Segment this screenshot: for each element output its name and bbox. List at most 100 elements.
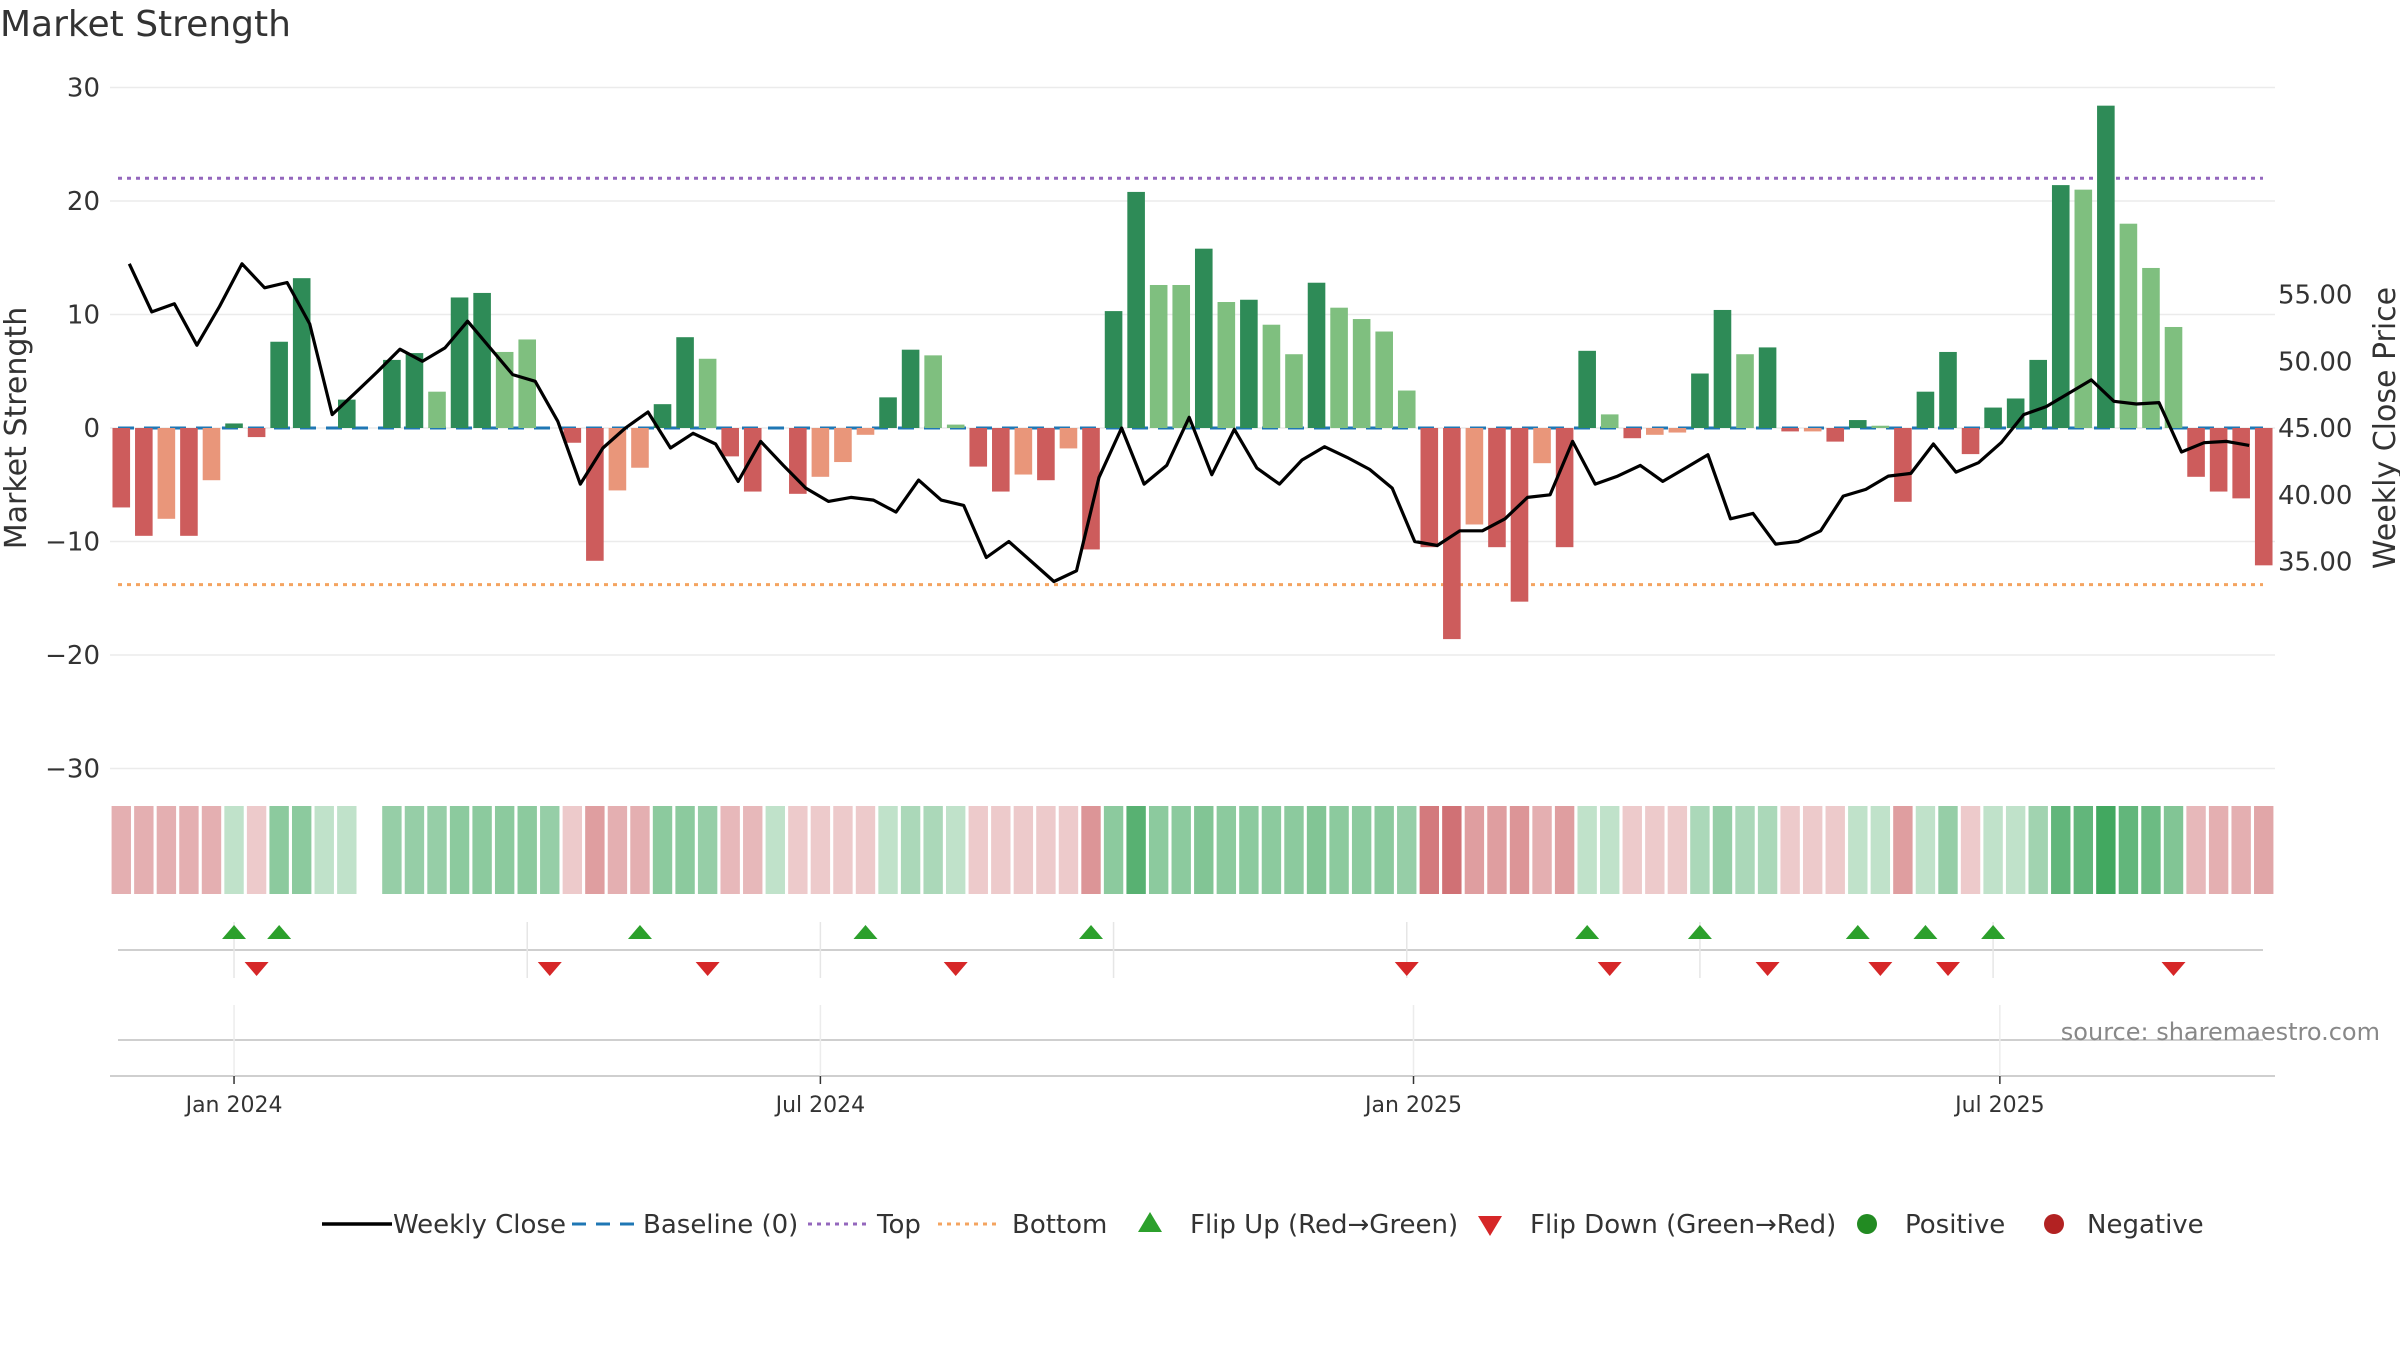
strip-cell	[1397, 806, 1417, 894]
y-tick-label: 10	[67, 301, 100, 331]
strip-cell	[1329, 806, 1349, 894]
x-tick-label: Jul 2025	[1953, 1093, 2045, 1118]
strength-bar	[1781, 428, 1799, 432]
strip-cell	[134, 806, 154, 894]
strength-bar	[608, 428, 627, 491]
strip-cell	[1848, 806, 1868, 894]
strength-bar	[1014, 428, 1033, 475]
strength-bars-layer	[112, 105, 2273, 640]
strip-cell	[156, 806, 177, 894]
strength-bar	[1668, 428, 1687, 433]
y2-axis-label: Weekly Close Price	[2368, 287, 2400, 569]
strength-bar	[1691, 373, 1709, 428]
strip-cell	[652, 806, 673, 894]
strip-cell	[2141, 806, 2161, 894]
strip-cell	[1419, 806, 1439, 894]
strength-bar	[811, 428, 830, 477]
strip-cell	[1532, 806, 1552, 894]
legend-label: Flip Up (Red→Green)	[1190, 1210, 1458, 1240]
flip-up-marker	[627, 925, 652, 939]
strip-cell	[991, 806, 1011, 894]
strength-bar	[1397, 390, 1416, 428]
strength-bar	[1194, 248, 1213, 428]
flip-down-marker	[1868, 962, 1893, 976]
strip-cell	[2231, 806, 2251, 894]
legend-label: Baseline (0)	[643, 1210, 798, 1240]
strength-bar	[1894, 428, 1912, 502]
strength-bar	[1984, 407, 2002, 428]
flip-down-marker	[695, 962, 720, 976]
strength-bar	[1826, 428, 1845, 442]
strip-cell	[1600, 806, 1620, 894]
strip-cell	[1509, 806, 1530, 894]
strength-bar	[1420, 428, 1439, 548]
strength-bar	[1307, 282, 1326, 428]
strip-cell	[1577, 806, 1597, 894]
strip-cell	[2073, 806, 2094, 894]
strength-bar	[1916, 391, 1935, 428]
strip-cell	[2186, 806, 2206, 894]
strength-bar	[338, 399, 356, 428]
strip-cell	[269, 806, 289, 894]
strip-cell	[1351, 806, 1372, 894]
legend-label: Positive	[1905, 1210, 2005, 1240]
strip-cell	[1442, 806, 1462, 894]
strength-bar	[1127, 191, 1145, 428]
strip-cell	[878, 806, 898, 894]
strip-cell	[1261, 806, 1282, 894]
strength-bar	[1149, 284, 1168, 428]
strip-cell	[810, 806, 831, 894]
strip-cell	[1194, 806, 1214, 894]
strength-bar	[1939, 351, 1957, 428]
flip-down-marker	[1597, 962, 1622, 976]
strip-cell	[494, 806, 515, 894]
flip-up-marker	[222, 925, 247, 939]
legend: Weekly Close Baseline (0) Top Bottom Flip Up…	[322, 1210, 2204, 1240]
strength-bar	[1104, 311, 1123, 428]
strip-cell	[201, 806, 222, 894]
strip-cell	[382, 806, 402, 894]
legend-label: Weekly Close	[393, 1210, 566, 1240]
strip-cell	[1983, 806, 2003, 894]
y2-tick-label: 45.00	[2278, 414, 2352, 444]
strength-bar	[1961, 428, 1980, 455]
legend-label: Bottom	[1012, 1210, 1107, 1240]
strip-cell	[449, 806, 470, 894]
strip-cell	[630, 806, 650, 894]
strength-bar	[518, 339, 537, 428]
strength-bar	[1443, 428, 1461, 640]
strength-bar	[2051, 185, 2070, 428]
y2-tick-label: 35.00	[2278, 548, 2352, 578]
strip-cell	[1712, 806, 1733, 894]
chart-title: Market Strength	[0, 4, 291, 45]
x-tick-label: Jan 2024	[184, 1093, 283, 1118]
y2-tick-label: 40.00	[2278, 481, 2352, 511]
strength-bar	[2187, 428, 2205, 477]
strip-cell	[1915, 806, 1936, 894]
strength-bar	[901, 349, 920, 428]
strip-cell	[1081, 806, 1101, 894]
strength-bar	[1240, 299, 1258, 428]
flip-down-marker	[1394, 962, 1419, 976]
strip-cell	[2208, 806, 2229, 894]
strip-cell	[1148, 806, 1169, 894]
strip-cell	[1284, 806, 1304, 894]
strip-cell	[111, 806, 131, 894]
strength-bar	[1713, 309, 1732, 428]
y-tick-label: −30	[45, 755, 100, 785]
flip-down-marker	[943, 962, 968, 976]
strip-cell	[2005, 806, 2026, 894]
legend-flip-up-icon	[1138, 1212, 1162, 1232]
strength-bar	[631, 428, 649, 468]
legend-positive-icon	[1857, 1214, 1877, 1234]
strip-cell	[900, 806, 921, 894]
flip-up-marker	[1913, 925, 1938, 939]
strip-cell	[1667, 806, 1688, 894]
strip-cell	[562, 806, 583, 894]
flip-down-marker	[537, 962, 562, 976]
strip-cell	[1216, 806, 1237, 894]
strip-cell	[224, 806, 244, 894]
strength-bar	[405, 353, 424, 428]
strip-cell	[246, 806, 267, 894]
